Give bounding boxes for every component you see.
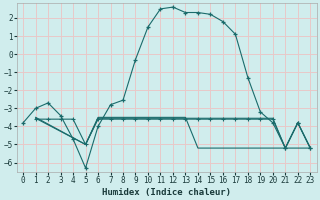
X-axis label: Humidex (Indice chaleur): Humidex (Indice chaleur)	[102, 188, 231, 197]
